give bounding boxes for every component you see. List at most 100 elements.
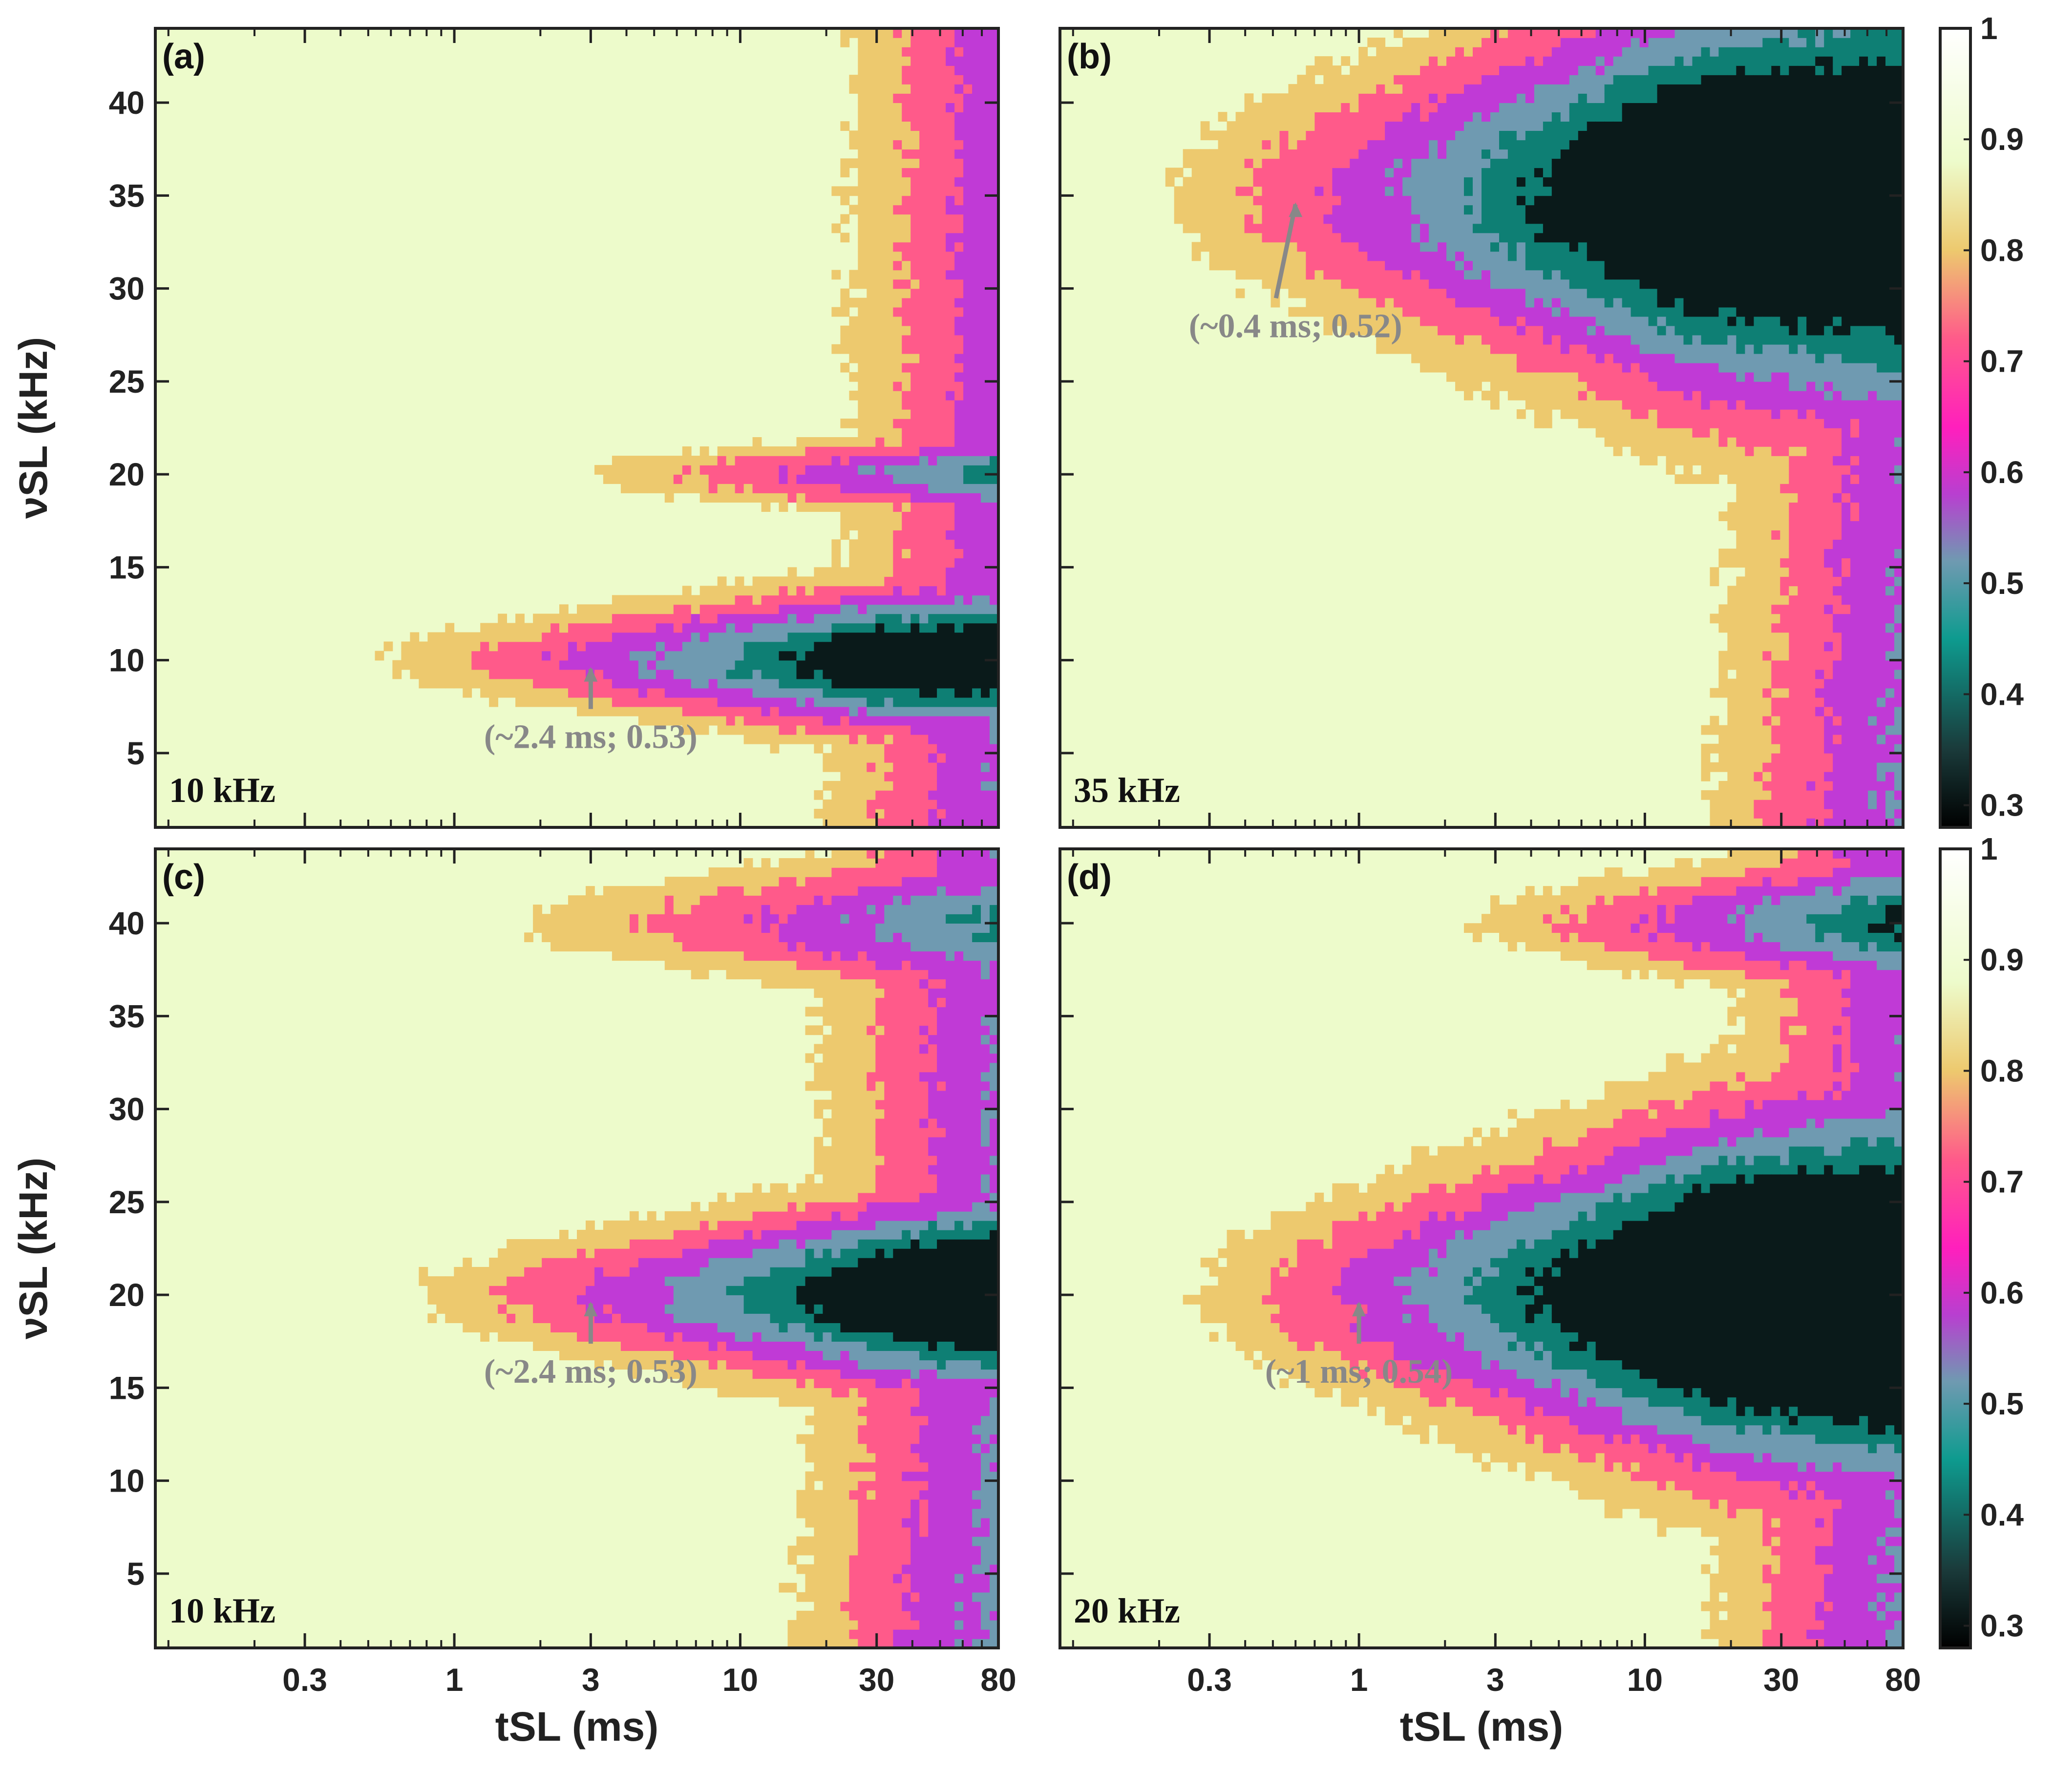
contour-cell [875,753,885,763]
contour-cell [1499,121,1508,131]
contour-cell [849,325,859,336]
contour-cell [849,521,859,530]
contour-cell [1235,251,1245,261]
contour-cell [1701,260,1711,271]
contour-cell [1604,353,1614,363]
contour-cell [1525,344,1535,354]
contour-cell [1279,168,1289,178]
contour-cell [1279,93,1289,103]
contour-cell [893,558,903,568]
contour-cell [902,409,911,419]
contour-cell [1710,725,1719,735]
contour-cell [1420,335,1429,345]
contour-cell [919,372,929,382]
contour-cell [1525,223,1535,233]
contour-cell [629,623,639,633]
contour-cell [919,270,929,280]
contour-cell [1754,511,1763,521]
contour-cell [1534,84,1544,94]
contour-cell [1314,103,1324,112]
contour-cell [1499,372,1508,382]
contour-cell [515,651,525,661]
contour-cell [1350,242,1359,252]
contour-cell [858,242,868,252]
contour-cell [1613,260,1623,271]
contour-cell [1595,93,1605,103]
contour-cell [1429,168,1438,178]
contour-cell [814,623,824,633]
contour-cell [1482,260,1491,271]
contour-cell [902,205,911,215]
contour-cell [928,530,937,540]
contour-cell [699,669,709,679]
contour-cell [638,465,648,475]
contour-cell [647,623,656,633]
contour-cell [1674,437,1684,447]
contour-cell [902,521,911,530]
contour-cell [1420,149,1429,159]
contour-cell [1271,251,1280,261]
contour-cell [620,697,630,707]
contour-cell [1754,641,1763,652]
contour-cell [787,716,797,726]
contour-cell [1587,158,1596,169]
contour-cell [954,65,964,75]
contour-cell [691,706,700,717]
contour-cell [928,121,937,131]
contour-cell [867,297,876,308]
contour-cell [542,641,551,652]
contour-cell [1525,177,1535,187]
contour-cell [823,623,832,633]
contour-cell [902,400,911,410]
contour-cell [1464,130,1473,141]
contour-cell [1473,270,1482,280]
contour-cell [1367,288,1377,298]
contour-cell [551,641,560,652]
contour-cell [919,93,929,103]
contour-cell [937,567,946,577]
contour-cell [1271,260,1280,271]
contour-cell [1718,103,1728,112]
contour-cell [735,725,744,735]
contour-cell [620,641,630,652]
contour-cell [875,93,885,103]
contour-cell [752,632,762,642]
contour-cell [954,121,964,131]
contour-cell [1516,84,1526,94]
contour-cell [1604,437,1614,447]
contour-cell [1411,186,1420,196]
contour-cell [1543,140,1552,150]
contour-cell [831,809,841,819]
contour-cell [1218,214,1228,224]
contour-cell [1745,93,1755,103]
contour-cell [1350,205,1359,215]
contour-cell [612,660,621,670]
contour-cell [796,660,806,670]
contour-cell [1727,130,1737,141]
contour-cell [937,669,946,679]
contour-cell [1657,38,1667,47]
contour-cell [480,641,489,652]
contour-cell [1455,93,1464,103]
contour-cell [928,511,937,521]
contour-cell [1754,205,1763,215]
contour-cell [1754,595,1763,605]
contour-cell [919,725,929,735]
contour-cell [840,521,850,530]
contour-cell [383,641,393,652]
contour-cell [1314,149,1324,159]
contour-cell [875,362,885,373]
contour-cell [656,660,665,670]
contour-cell [480,651,489,661]
contour-cell [682,697,692,707]
contour-cell [1727,632,1737,642]
contour-cell [1323,297,1333,308]
contour-cell [972,130,981,141]
contour-cell [963,168,973,178]
contour-cell [1569,223,1579,233]
contour-cell [691,688,700,698]
contour-cell [867,121,876,131]
contour-cell [1446,223,1456,233]
contour-cell [937,716,946,726]
contour-cell [902,539,911,549]
